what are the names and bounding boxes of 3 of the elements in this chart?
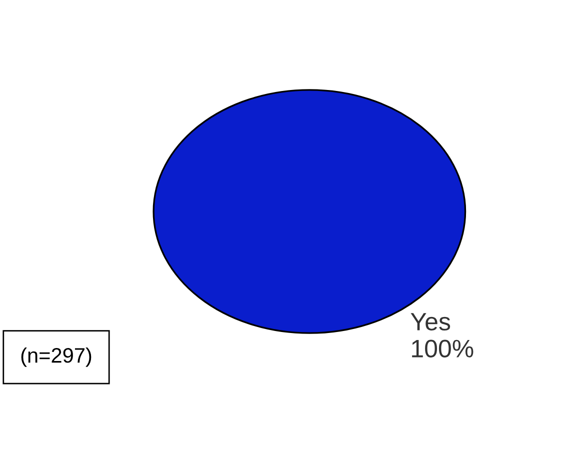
text: (n=297) (21, 347, 92, 367)
slice-label: Yes (410, 313, 450, 331)
data-label: 100% (412, 340, 474, 358)
